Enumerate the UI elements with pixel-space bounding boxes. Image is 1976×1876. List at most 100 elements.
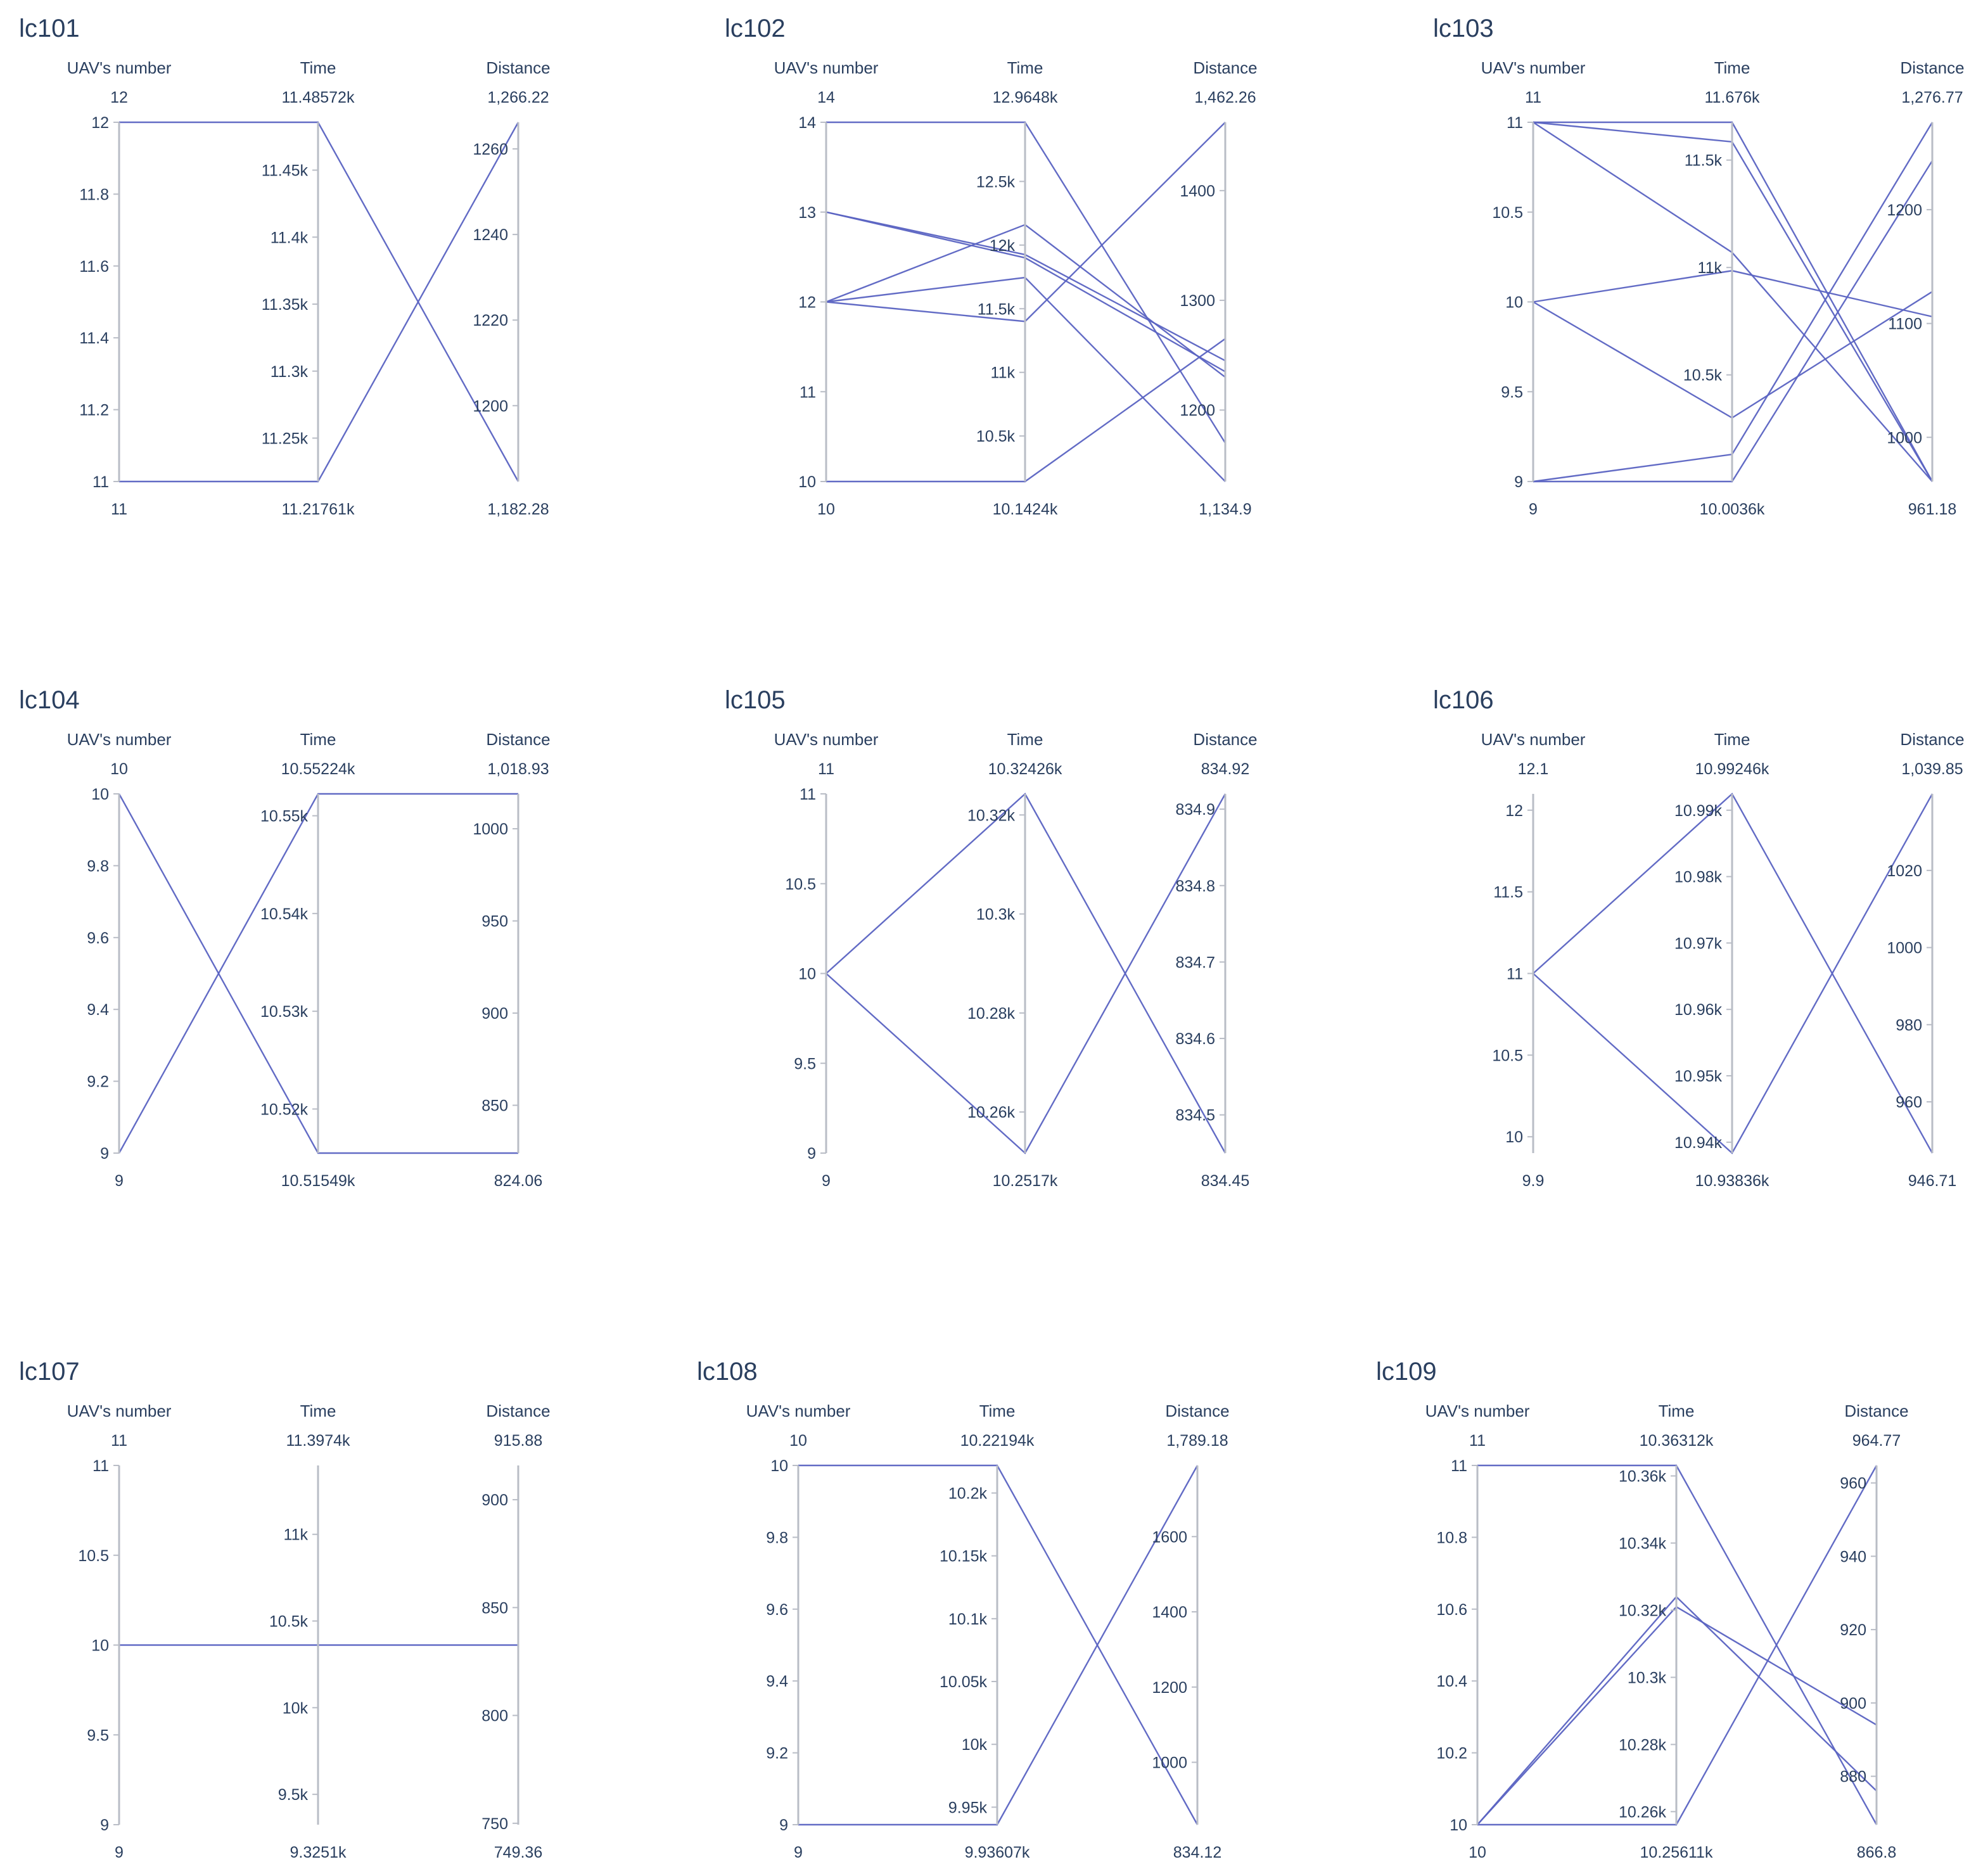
axis-uav-s-number[interactable]: UAV's number 11 99 9.5 10 10.5 11: [774, 730, 879, 1190]
axis-uav-s-number[interactable]: UAV's number 11 99 9.5 10 10.5 11: [1481, 58, 1586, 518]
tick-label: 12k: [990, 237, 1016, 255]
axis-distance[interactable]: Distance 1,266.22 1,182.28 1200 1220 1240 1260: [473, 58, 550, 518]
tick-label: 10.96k: [1674, 1001, 1723, 1019]
tick-label: 10: [798, 966, 816, 983]
axis-min-label: 10.1424k: [993, 501, 1058, 518]
axis-title: UAV's number: [774, 730, 879, 749]
axis-max-label: 10.99246k: [1695, 760, 1769, 778]
axis-title: Distance: [486, 58, 550, 77]
axis-min-label: 946.71: [1908, 1172, 1956, 1190]
tick-label: 10: [1450, 1816, 1467, 1834]
tick-label: 10.54k: [260, 905, 309, 923]
tick-label: 10.5: [78, 1547, 109, 1565]
axis-min-label: 10.2517k: [993, 1172, 1058, 1190]
tick-label: 9.5: [1501, 383, 1523, 401]
axis-uav-s-number[interactable]: UAV's number 12.1 9.9 10 10.5 11 11.5 12: [1481, 730, 1586, 1190]
axis-uav-s-number[interactable]: UAV's number 10 99 9.2 9.4 9.6 9.8 10: [67, 730, 172, 1190]
tick-label: 10.4: [1436, 1673, 1467, 1690]
tick-label: 1220: [473, 312, 508, 329]
axis-max-label: 11: [818, 760, 834, 778]
tick-label: 10: [91, 786, 109, 803]
tick-label: 750: [481, 1815, 508, 1833]
axis-title: Time: [979, 1401, 1016, 1420]
axis-distance[interactable]: Distance 1,276.77 961.18 1000 1100 1200: [1887, 58, 1964, 518]
axis-min-label: 10: [1469, 1844, 1486, 1861]
axis-title: UAV's number: [746, 1401, 851, 1420]
axis-title: UAV's number: [67, 730, 172, 749]
axis-distance[interactable]: Distance 834.92 834.45 834.5 834.6 834.7 834.8…: [1175, 730, 1257, 1190]
tick-label: 10.26k: [967, 1104, 1016, 1121]
tick-label: 10.98k: [1674, 869, 1723, 886]
tick-label: 11.8: [79, 186, 109, 203]
axis-max-label: 12: [110, 89, 128, 106]
axis-time[interactable]: Time 10.55224k 10.51549k 10.52k 10.53k 10.54k…: [260, 730, 355, 1190]
tick-label: 834.8: [1175, 877, 1215, 895]
axis-uav-s-number[interactable]: UAV's number 10 99 9.2 9.4 9.6 9.8 10: [746, 1401, 851, 1861]
axis-time[interactable]: Time 11.676k 10.0036k 10.5k 11k 11.5k: [1683, 58, 1765, 518]
parcoords-panel-lc103: lc103 UAV's number 11 99 9.5 10 10.5 11 Time 11.6…: [1433, 15, 1965, 518]
axis-time[interactable]: Time 11.3974k 9.3251k 9.5k 10k 10.5k 11k: [269, 1401, 350, 1861]
axis-title: UAV's number: [1481, 730, 1586, 749]
axis-time[interactable]: Time 10.32426k 10.2517k 10.26k 10.28k 10.3k 10…: [967, 730, 1062, 1190]
tick-label: 9.4: [87, 1001, 109, 1019]
tick-label: 10: [798, 473, 816, 491]
tick-label: 10.97k: [1674, 935, 1723, 952]
panel-title: lc101: [19, 15, 80, 42]
axis-time[interactable]: Time 12.9648k 10.1424k 10.5k 11k 11.5k 12k 12.5…: [976, 58, 1058, 518]
axis-time[interactable]: Time 11.48572k 11.21761k 11.25k 11.3k 11.35k 1…: [262, 58, 355, 518]
axis-max-label: 12.9648k: [993, 89, 1058, 106]
tick-label: 850: [481, 1097, 508, 1115]
axis-distance[interactable]: Distance 915.88 749.36 750 800 850 900: [481, 1401, 550, 1861]
axis-distance[interactable]: Distance 1,018.93 824.06 850 900 950 1000: [473, 730, 550, 1190]
panel-title: lc104: [19, 686, 80, 714]
tick-label: 13: [798, 204, 816, 222]
axis-uav-s-number[interactable]: UAV's number 11 99 9.5 10 10.5 11: [67, 1401, 172, 1861]
axis-min-label: 9: [822, 1172, 831, 1190]
tick-label: 834.5: [1175, 1107, 1215, 1125]
axis-time[interactable]: Time 10.22194k 9.93607k 9.95k 10k 10.05k 10.1k…: [940, 1401, 1035, 1861]
axis-max-label: 1,039.85: [1901, 760, 1963, 778]
tick-label: 920: [1840, 1621, 1866, 1639]
axis-max-label: 10.32426k: [988, 760, 1062, 778]
parcoords-panel-lc107: lc107 UAV's number 11 99 9.5 10 10.5 11 Time 11.3…: [19, 1358, 551, 1861]
tick-label: 1600: [1152, 1528, 1187, 1546]
axis-title: Distance: [1900, 730, 1964, 749]
tick-label: 10.2k: [948, 1485, 988, 1503]
axis-min-label: 834.45: [1201, 1172, 1249, 1190]
tick-label: 10.28k: [1619, 1736, 1667, 1754]
axis-distance[interactable]: Distance 964.77 866.8 880 900 920 940 960: [1840, 1401, 1908, 1861]
tick-label: 1400: [1152, 1604, 1187, 1621]
tick-label: 10: [1505, 294, 1523, 312]
axis-distance[interactable]: Distance 1,039.85 946.71 960 980 1000 1020: [1887, 730, 1964, 1190]
axis-title: Time: [1659, 1401, 1695, 1420]
axis-min-label: 9.3251k: [290, 1844, 347, 1861]
tick-label: 11.4k: [271, 229, 309, 246]
parcoords-panel-lc108: lc108 UAV's number 10 99 9.2 9.4 9.6 9.8 10 Time 1…: [697, 1358, 1230, 1861]
axis-title: Time: [300, 730, 336, 749]
tick-label: 10.5k: [1683, 367, 1723, 385]
axis-max-label: 10: [789, 1432, 807, 1450]
tick-label: 11.5k: [1685, 152, 1723, 170]
axis-time[interactable]: Time 10.36312k 10.25611k 10.26k 10.28k 10.3k 1…: [1619, 1401, 1714, 1861]
tick-label: 880: [1840, 1768, 1866, 1786]
axis-max-label: 11.3974k: [286, 1432, 350, 1450]
tick-label: 9.5k: [278, 1786, 309, 1804]
tick-label: 12: [798, 294, 816, 312]
tick-label: 11.3k: [271, 363, 309, 381]
axis-distance[interactable]: Distance 1,789.18 834.12 1000 1200 1400 1600: [1152, 1401, 1229, 1861]
tick-label: 9.8: [766, 1529, 788, 1547]
tick-label: 10.32k: [967, 807, 1016, 824]
tick-label: 11: [92, 1457, 109, 1475]
axis-distance[interactable]: Distance 1,462.26 1,134.9 1200 1300 1400: [1180, 58, 1257, 518]
tick-label: 1300: [1180, 292, 1215, 310]
axis-max-label: 1,462.26: [1194, 89, 1256, 106]
tick-label: 900: [481, 1491, 508, 1509]
tick-label: 1200: [1887, 201, 1922, 219]
axis-title: Distance: [1193, 58, 1257, 77]
tick-label: 10.8: [1436, 1529, 1467, 1547]
axis-time[interactable]: Time 10.99246k 10.93836k 10.94k 10.95k 10.96k…: [1674, 730, 1769, 1190]
